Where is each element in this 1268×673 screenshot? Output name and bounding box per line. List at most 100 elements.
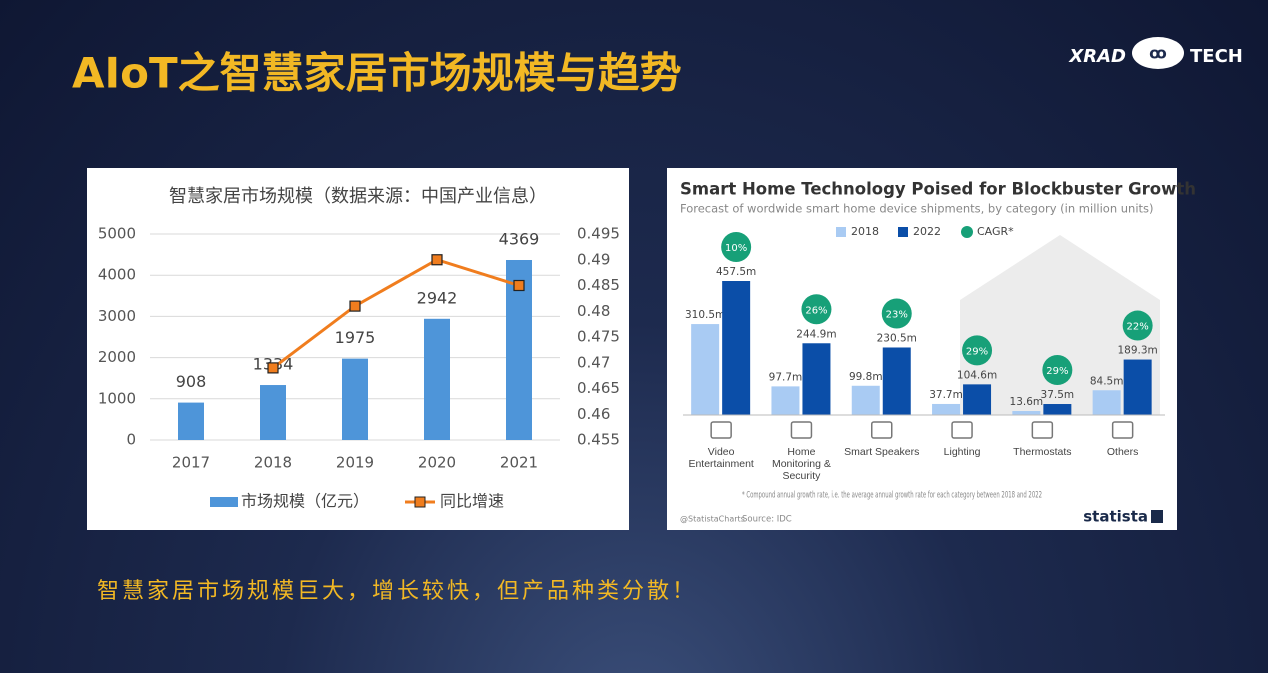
- cagr-bubble: [881, 298, 912, 329]
- y2-tick-label: 0.48: [577, 302, 610, 320]
- footnote: * Compound annual growth rate, i.e. the …: [742, 491, 1042, 501]
- cagr-bubble: [1122, 310, 1153, 341]
- line-marker: [431, 254, 443, 266]
- x-tick-label: Thermostats: [1013, 446, 1072, 458]
- data-label: 84.5m: [1090, 375, 1124, 387]
- bar: [1123, 359, 1152, 415]
- y2-tick-label: 0.495: [577, 225, 620, 243]
- data-label: 99.8m: [849, 371, 883, 383]
- bar: [691, 324, 720, 415]
- chart-title: 智慧家居市场规模（数据来源：中国产业信息）: [169, 186, 547, 207]
- y2-tick-label: 0.47: [577, 353, 610, 371]
- background-house: [960, 235, 1160, 415]
- cagr-label: 23%: [886, 309, 908, 320]
- y2-tick-label: 0.455: [577, 431, 620, 449]
- y2-tick-label: 0.465: [577, 379, 620, 397]
- x-tick-label: 2019: [336, 454, 374, 472]
- bar: [178, 402, 204, 440]
- data-label: 310.5m: [685, 309, 725, 321]
- y-tick-label: 1000: [98, 389, 136, 407]
- bar: [342, 358, 368, 440]
- x-tick-label: 2020: [418, 454, 456, 472]
- legend-swatch: [210, 497, 238, 507]
- y-tick-label: 5000: [98, 225, 136, 243]
- data-label: 37.7m: [929, 389, 963, 401]
- data-label: 230.5m: [877, 332, 917, 344]
- cagr-bubble: [721, 232, 752, 262]
- slide-title: AIoT之智慧家居市场规模与趋势: [72, 49, 682, 98]
- x-tick-label: 2021: [500, 454, 538, 472]
- brand: statista: [1083, 508, 1148, 526]
- legend-label: 市场规模（亿元）: [241, 492, 369, 511]
- y2-tick-label: 0.485: [577, 276, 620, 294]
- legend-swatch: [414, 496, 426, 508]
- x-tick-label: Video Entertainment: [688, 446, 754, 470]
- category-icon: [951, 421, 973, 439]
- bar: [1012, 411, 1041, 415]
- bar: [802, 343, 831, 415]
- y2-tick-label: 0.475: [577, 328, 620, 346]
- line: [272, 258, 520, 370]
- line-marker: [349, 300, 361, 312]
- legend-swatch: [836, 227, 846, 237]
- bar: [771, 386, 800, 415]
- category-icon: [1111, 421, 1134, 439]
- category-icon: [790, 421, 813, 439]
- line-marker: [513, 279, 525, 292]
- cagr-label: 26%: [805, 305, 827, 316]
- source: Source: IDC: [742, 515, 792, 525]
- data-label: 4369: [499, 229, 540, 248]
- y-tick-label: 2000: [98, 348, 136, 366]
- y2-tick-label: 0.46: [577, 405, 610, 423]
- data-label: 244.9m: [796, 328, 836, 340]
- cagr-label: 10%: [725, 243, 747, 254]
- x-tick-label: 2017: [172, 454, 210, 472]
- bar: [424, 318, 450, 440]
- data-label: 104.6m: [957, 369, 997, 381]
- bar: [963, 384, 992, 415]
- conclusion: 智慧家居市场规模巨大，增长较快，但产品种类分散！: [97, 579, 697, 604]
- logo-icon-mark: ꝏ: [1149, 44, 1167, 63]
- category-icon: [710, 421, 732, 439]
- x-tick-label: 2018: [254, 454, 292, 472]
- data-label: 2942: [417, 288, 458, 307]
- x-tick-label: Others: [1106, 446, 1139, 458]
- cagr-bubble: [801, 294, 832, 325]
- legend-label: 同比增速: [440, 492, 504, 511]
- bar: [882, 347, 911, 415]
- bar: [851, 385, 880, 415]
- data-label: 13.6m: [1010, 396, 1044, 408]
- credit: @StatistaCharts: [680, 515, 745, 524]
- cagr-bubble: [962, 335, 993, 366]
- bar: [722, 281, 751, 415]
- legend-label: 2018: [851, 225, 879, 238]
- y-tick-label: 0: [126, 431, 136, 449]
- y-tick-label: 3000: [98, 307, 136, 325]
- category-icon: [1031, 421, 1054, 439]
- x-tick-label: Smart Speakers: [844, 446, 920, 458]
- data-label: 189.3m: [1118, 345, 1158, 357]
- bar: [932, 403, 961, 415]
- data-label: 457.5m: [716, 266, 756, 278]
- y2-tick-label: 0.49: [577, 250, 610, 268]
- brand-mark: [1151, 510, 1163, 523]
- category-icon: [871, 421, 893, 439]
- legend-swatch: [898, 227, 908, 237]
- data-label: 97.7m: [769, 371, 803, 383]
- x-tick-label: Home Monitoring & Security: [771, 446, 831, 482]
- chart-subtitle: Forecast of wordwide smart home device s…: [680, 202, 1154, 216]
- cagr-bubble: [1042, 355, 1073, 386]
- bar: [1043, 404, 1072, 415]
- y-tick-label: 4000: [98, 266, 136, 284]
- logo-icon: [1132, 37, 1184, 69]
- x-tick-label: Lighting: [943, 446, 981, 458]
- data-label: 1975: [335, 328, 376, 347]
- chart-panel: [87, 168, 629, 530]
- cagr-label: 29%: [1046, 366, 1068, 377]
- bar: [1092, 390, 1121, 415]
- chart-title: Smart Home Technology Poised for Blockbu…: [680, 180, 1196, 199]
- line-marker: [267, 362, 279, 374]
- legend-label: 2022: [913, 225, 941, 238]
